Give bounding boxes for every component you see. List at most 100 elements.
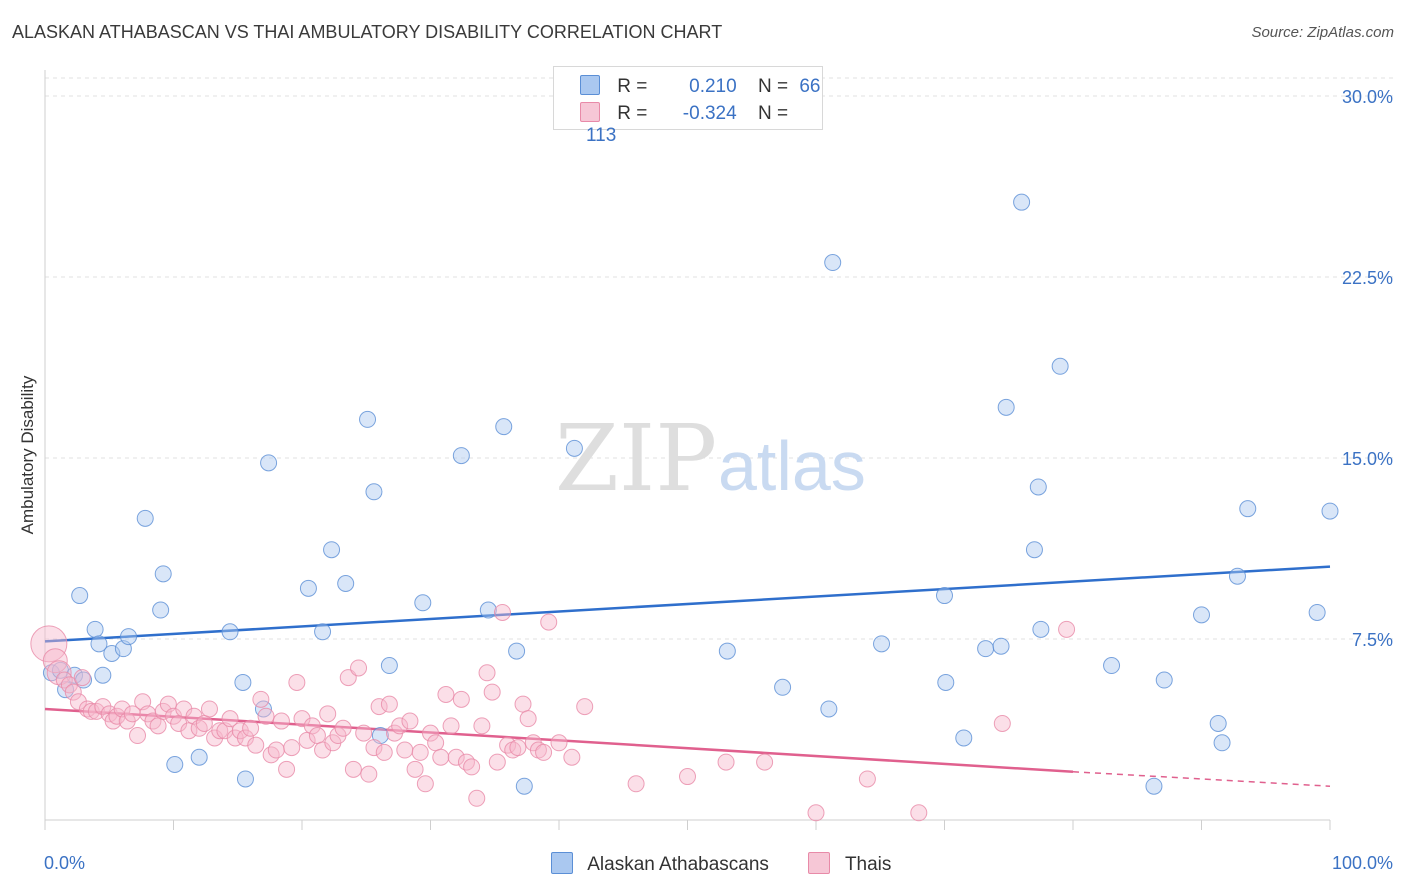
thai-point: [452, 690, 470, 708]
thai-point: [550, 734, 568, 752]
legend-row-thai: R = -0.324 N = 113: [580, 102, 822, 147]
chart-source: Source: ZipAtlas.com: [1251, 24, 1394, 41]
athabascan-point: [152, 601, 170, 619]
y-tick-label: 30.0%: [1342, 87, 1393, 107]
athabascan-point: [1228, 567, 1246, 585]
thai-trend-extension: [1072, 770, 1331, 787]
thai-point: [483, 683, 501, 701]
athabascan-point: [359, 410, 377, 428]
athabascan-point: [323, 541, 341, 559]
athabascan-point: [299, 579, 317, 597]
athabascan-point: [479, 601, 497, 619]
thai-point: [993, 714, 1011, 732]
thai-point: [365, 739, 383, 757]
thai-point: [563, 748, 581, 766]
thai-point: [288, 673, 306, 691]
athabascan-point: [120, 628, 138, 646]
data-points: [30, 193, 1339, 822]
thai-point: [514, 695, 532, 713]
series-legend-athabascans: Alaskan Athabascans: [551, 852, 769, 876]
athabascan-point: [380, 657, 398, 675]
series-legend-thais: Thais: [808, 852, 891, 876]
athabascan-point: [452, 447, 470, 465]
athabascan-point: [936, 587, 953, 605]
athabascan-point: [1155, 671, 1173, 689]
athabascan-point: [997, 398, 1015, 416]
athabascan-point: [90, 635, 108, 653]
athabascan-point: [774, 678, 792, 696]
thai-point: [334, 719, 352, 737]
athabascan-point: [1032, 620, 1050, 638]
athabascan-point: [71, 587, 89, 605]
thai-point: [627, 775, 645, 793]
thai-point: [396, 741, 414, 759]
athabascan-point: [190, 748, 208, 766]
athabascan-point: [1213, 734, 1231, 752]
athabascan-point: [1193, 606, 1210, 624]
legend-r-value: -0.324: [682, 103, 737, 124]
axes: [44, 70, 1331, 830]
athabascan-point: [234, 673, 252, 691]
thai-point: [493, 603, 511, 621]
thai-point: [257, 707, 275, 725]
x-tick-label: 100.0%: [1332, 853, 1393, 873]
legend-r-label: R =: [617, 103, 648, 124]
thai-point: [262, 746, 280, 764]
athabascan-point: [1308, 603, 1326, 621]
legend-swatch-blue: [580, 75, 600, 95]
series-swatch-pink: [808, 852, 830, 874]
thai-point: [247, 736, 265, 754]
thai-point: [1058, 620, 1076, 638]
thai-point: [391, 717, 409, 735]
thai-point: [679, 768, 696, 786]
thai-point: [64, 683, 82, 701]
athabascan-point: [977, 640, 995, 658]
thai-point: [55, 671, 73, 689]
thai-point: [447, 748, 465, 766]
athabascan-point: [86, 620, 104, 638]
thai-point: [123, 705, 141, 723]
thai-point: [442, 717, 460, 735]
thai-point: [463, 758, 481, 776]
thai-point: [190, 719, 208, 737]
athabascan-point: [955, 729, 973, 747]
athabascan-point: [1103, 657, 1121, 675]
series-swatch-blue: [551, 852, 573, 874]
thai-point: [535, 743, 553, 761]
athabascan-point: [154, 565, 172, 583]
athabascan-point: [937, 673, 955, 691]
athabascan-point: [1029, 478, 1047, 496]
athabascan-point: [221, 623, 239, 641]
thai-point: [401, 712, 419, 730]
athabascan-point: [1209, 714, 1227, 732]
series-legend-label: Thais: [844, 854, 892, 875]
thai-point: [30, 625, 68, 663]
athabascan-point: [166, 755, 184, 773]
thai-point: [457, 753, 475, 771]
chart-title: ALASKAN ATHABASCAN VS THAI AMBULATORY DI…: [12, 22, 723, 42]
athabascan-point: [495, 418, 513, 436]
thai-point: [283, 739, 301, 757]
series-legend-label: Alaskan Athabascans: [587, 854, 769, 875]
thai-point: [355, 724, 373, 742]
thai-point: [200, 700, 218, 718]
athabascan-point: [337, 574, 355, 592]
thai-point: [488, 753, 506, 771]
thai-point: [509, 739, 527, 757]
thai-point: [370, 698, 388, 716]
watermark: ZIP atlas: [555, 405, 866, 512]
thai-point: [308, 727, 326, 745]
athabascan-point: [992, 637, 1010, 655]
thai-point: [272, 712, 290, 730]
thai-point: [360, 765, 378, 783]
thai-point: [478, 664, 496, 682]
correlation-legend: R = 0.210 N = 66 R = -0.324 N = 113: [553, 66, 823, 146]
thai-point: [807, 804, 825, 822]
thai-point: [858, 770, 876, 788]
athabascan-point: [1239, 500, 1257, 518]
thai-point: [267, 741, 285, 759]
athabascan-point: [314, 623, 332, 641]
svg-text:atlas: atlas: [718, 427, 866, 505]
thai-point: [221, 710, 239, 728]
